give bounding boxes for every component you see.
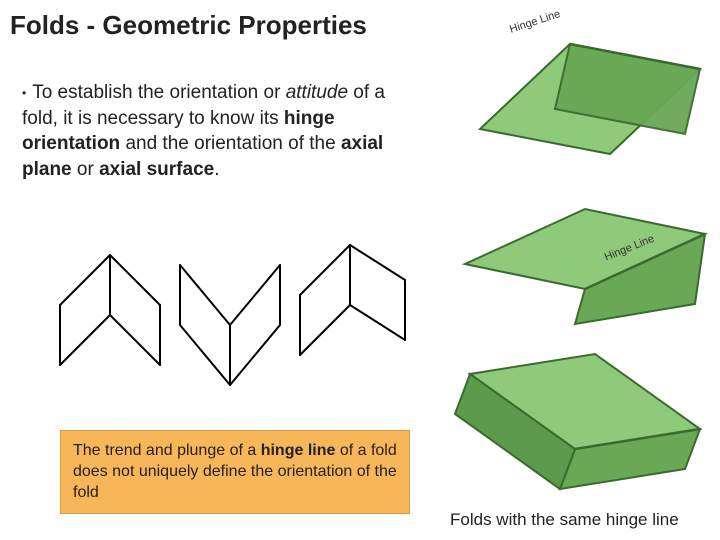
callout-hinge-line: hinge line: [261, 442, 336, 459]
fold-diagram-3: [450, 334, 710, 494]
bullet-dot: •: [22, 86, 26, 100]
main-bullet-text: • To establish the orientation or attitud…: [22, 80, 422, 183]
green-folds-column: Hinge Line Hinge Line: [450, 14, 710, 504]
bullet-mid2: and the orientation of the: [120, 133, 341, 154]
right-caption: Folds with the same hinge line: [450, 510, 679, 530]
wireframe-folds-diagram: [40, 225, 420, 420]
bullet-attitude: attitude: [286, 82, 348, 103]
fold-diagram-1: Hinge Line: [450, 14, 710, 174]
callout-box: The trend and plunge of a hinge line of …: [60, 430, 410, 514]
callout-pre: The trend and plunge of a: [73, 442, 261, 459]
bullet-or: or: [72, 159, 99, 180]
bullet-pre: To establish the orientation or: [32, 82, 286, 103]
slide-title: Folds - Geometric Properties: [10, 10, 367, 41]
fold-diagram-2: Hinge Line: [450, 174, 710, 334]
bullet-axial-surface: axial surface: [99, 159, 214, 180]
bullet-end: .: [214, 159, 219, 180]
